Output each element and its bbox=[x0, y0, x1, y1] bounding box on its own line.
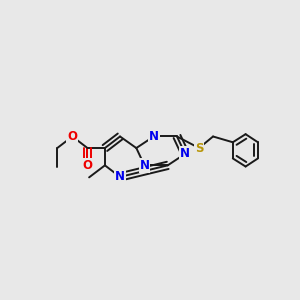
Text: N: N bbox=[149, 130, 159, 143]
Text: N: N bbox=[140, 159, 149, 172]
Text: O: O bbox=[82, 159, 92, 172]
Text: S: S bbox=[195, 142, 203, 154]
Text: O: O bbox=[68, 130, 77, 143]
Text: N: N bbox=[180, 147, 190, 160]
Text: N: N bbox=[115, 170, 125, 183]
